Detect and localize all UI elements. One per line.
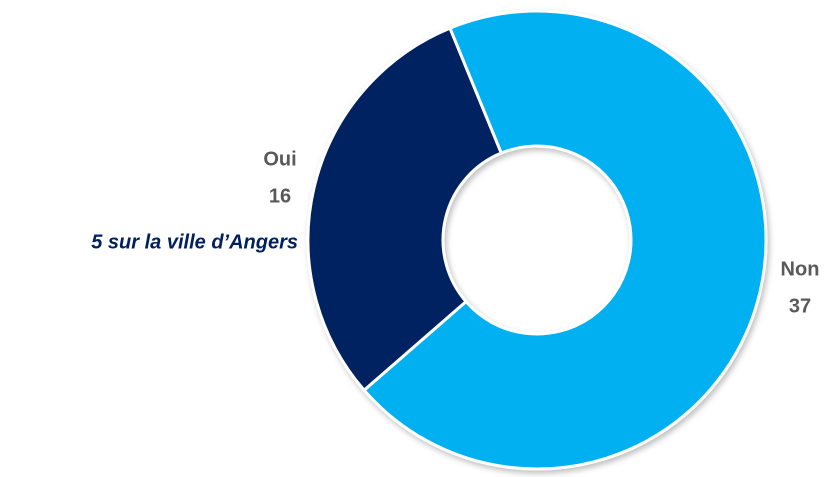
slice: [362, 9, 768, 471]
slice-value: 16: [269, 185, 291, 207]
slice: [306, 26, 503, 392]
slice-label: Non: [781, 258, 820, 280]
donut: [306, 9, 768, 471]
annotation: 5 sur la ville d’Angers: [91, 231, 298, 253]
slice-value: 37: [789, 295, 811, 317]
slice-label: Oui: [263, 148, 296, 170]
